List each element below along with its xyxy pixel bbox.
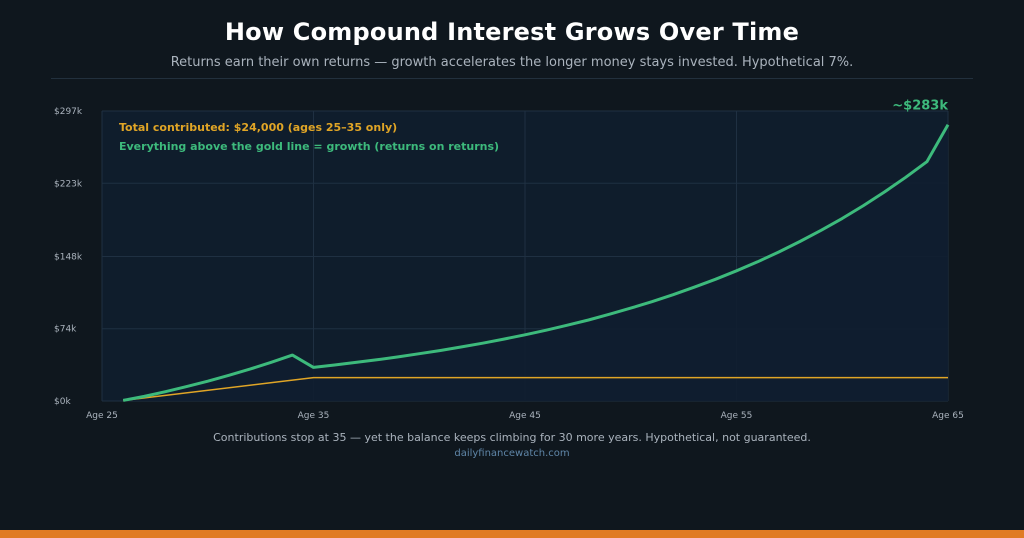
chart-title: How Compound Interest Grows Over Time bbox=[224, 18, 800, 46]
y-tick-label: $0k bbox=[54, 397, 71, 407]
x-tick-label: Age 25 bbox=[86, 411, 118, 421]
contribution-line bbox=[123, 376, 948, 402]
source-credit: dailyfinancewatch.com bbox=[454, 448, 570, 459]
header-divider bbox=[51, 78, 973, 79]
y-tick-label: $297k bbox=[54, 107, 83, 117]
x-tick-label: Age 55 bbox=[721, 411, 753, 421]
y-tick-label: $148k bbox=[54, 252, 83, 262]
x-tick-label: Age 45 bbox=[509, 411, 541, 421]
y-tick-label: $223k bbox=[54, 179, 83, 189]
chart-caption: Contributions stop at 35 — yet the balan… bbox=[213, 431, 811, 444]
x-tick-label: Age 65 bbox=[932, 411, 964, 421]
growth-annotation: Everything above the gold line = growth … bbox=[119, 140, 499, 153]
contribution-annotation: Total contributed: $24,000 (ages 25–35 o… bbox=[119, 121, 397, 134]
final-value-label: ~$283k bbox=[892, 99, 948, 114]
chart-subtitle: Returns earn their own returns — growth … bbox=[170, 55, 854, 70]
growth-area bbox=[123, 124, 948, 401]
accent-bar bbox=[0, 530, 1024, 538]
balance-line bbox=[122, 123, 950, 402]
y-tick-label: $74k bbox=[54, 325, 77, 335]
x-tick-label: Age 35 bbox=[298, 411, 330, 421]
